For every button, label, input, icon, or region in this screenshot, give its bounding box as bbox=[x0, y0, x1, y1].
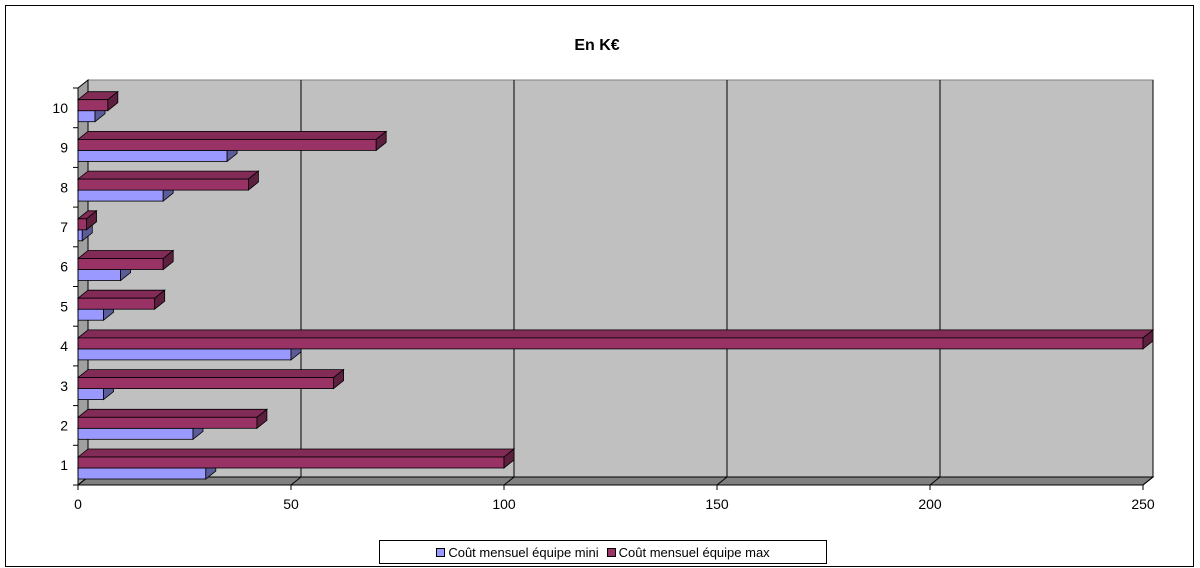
axes bbox=[73, 87, 1144, 490]
legend-label-max: Coût mensuel équipe max bbox=[618, 544, 770, 560]
bar-max-4-end bbox=[1142, 329, 1154, 350]
bar-max-8-top bbox=[76, 170, 260, 180]
bar-max-5-front bbox=[77, 297, 156, 310]
x-tick-label-150: 150 bbox=[705, 496, 729, 512]
x-tick-label-250: 250 bbox=[1131, 496, 1155, 512]
bar-mini-1-front bbox=[77, 467, 207, 480]
legend: Coût mensuel équipe mini Coût mensuel éq… bbox=[379, 540, 827, 564]
y-tick-label-1: 1 bbox=[60, 457, 68, 473]
bar-max-6-front bbox=[77, 258, 164, 270]
bar-max-6 bbox=[76, 249, 175, 271]
bar-max-1-front bbox=[77, 456, 505, 469]
bar-max-7-end bbox=[86, 209, 97, 231]
bar-max-3-top bbox=[76, 369, 345, 379]
bar-max-4 bbox=[76, 329, 1155, 350]
y-tick-label-4: 4 bbox=[60, 338, 68, 354]
y-tick-label-8: 8 bbox=[60, 179, 68, 195]
bar-max-5 bbox=[76, 289, 166, 311]
bar-max-2 bbox=[76, 408, 269, 430]
plot-floor bbox=[76, 476, 1155, 486]
floor-gridline-100 bbox=[503, 476, 515, 486]
bar-mini-7-front bbox=[77, 229, 83, 242]
bar-max-4-front bbox=[77, 337, 1144, 350]
floor-gridline-200 bbox=[929, 476, 941, 486]
bar-mini-10-front bbox=[77, 110, 96, 123]
bar-mini-3-front bbox=[77, 388, 104, 401]
bar-max-3 bbox=[76, 368, 345, 390]
legend-swatch-max bbox=[606, 547, 616, 557]
legend-swatch-mini bbox=[436, 547, 446, 557]
legend-item-mini: Coût mensuel équipe mini bbox=[436, 544, 599, 560]
bar-max-8 bbox=[76, 170, 260, 191]
bar-max-5-top bbox=[76, 289, 166, 299]
bars bbox=[76, 90, 1155, 480]
x-tick-label-0: 0 bbox=[74, 496, 82, 512]
y-tick-label-3: 3 bbox=[60, 378, 68, 394]
bar-mini-2-front bbox=[77, 427, 194, 440]
legend-item-max: Coût mensuel équipe max bbox=[606, 544, 770, 560]
bar-max-8-front bbox=[77, 178, 249, 191]
y-tick-label-2: 2 bbox=[60, 417, 68, 433]
bar-max-7-front bbox=[77, 218, 87, 231]
bar-mini-6-front bbox=[77, 269, 121, 281]
bar-max-1-end bbox=[503, 448, 515, 469]
bar-max-5-end bbox=[154, 289, 166, 311]
bar-max-1-top bbox=[76, 448, 516, 458]
bar-max-9-top bbox=[76, 130, 388, 140]
bar-max-7 bbox=[76, 209, 98, 231]
bar-mini-5-front bbox=[77, 308, 104, 321]
bar-max-9 bbox=[76, 130, 388, 152]
y-tick-label-10: 10 bbox=[52, 100, 68, 116]
bar-max-8-end bbox=[247, 170, 259, 191]
y-tick-label-5: 5 bbox=[60, 298, 68, 314]
legend-label-mini: Coût mensuel équipe mini bbox=[448, 544, 599, 560]
bar-mini-9-front bbox=[77, 149, 228, 162]
bar-max-4-top bbox=[76, 329, 1155, 339]
y-tick-label-7: 7 bbox=[60, 219, 68, 235]
bar-max-2-top bbox=[76, 408, 269, 418]
floor-gridline-50 bbox=[290, 476, 302, 486]
bar-max-9-front bbox=[77, 138, 377, 151]
bar-max-10 bbox=[76, 90, 119, 112]
bar-max-10-end bbox=[107, 90, 119, 112]
y-tick-label-9: 9 bbox=[60, 140, 68, 156]
chart-title: En K€ bbox=[574, 37, 619, 54]
bar-mini-4-front bbox=[77, 348, 292, 361]
x-tick-label-200: 200 bbox=[918, 496, 942, 512]
bar-max-3-front bbox=[77, 377, 335, 390]
y-tick-label-6: 6 bbox=[60, 259, 68, 275]
bar-max-6-top bbox=[76, 250, 175, 259]
bar-max-6-end bbox=[162, 249, 174, 271]
bar-max-10-front bbox=[77, 99, 109, 112]
bar-max-3-end bbox=[333, 368, 345, 390]
bar-max-2-front bbox=[77, 416, 258, 429]
x-tick-label-100: 100 bbox=[492, 496, 516, 512]
bar-mini-8-front bbox=[77, 189, 164, 202]
floor-gridline-250 bbox=[1142, 476, 1154, 486]
bar-max-2-end bbox=[256, 408, 268, 430]
floor-gridline-150 bbox=[716, 476, 728, 486]
x-tick-label-50: 50 bbox=[283, 496, 299, 512]
bar-max-1 bbox=[76, 448, 516, 469]
bar-max-9-end bbox=[375, 130, 387, 152]
